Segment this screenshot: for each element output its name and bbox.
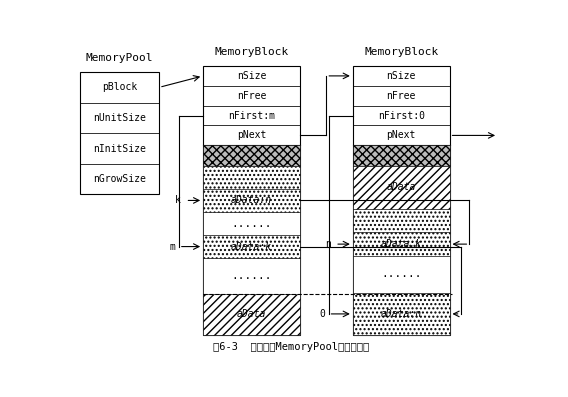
- FancyBboxPatch shape: [353, 166, 450, 208]
- FancyBboxPatch shape: [353, 66, 450, 335]
- Text: n: n: [325, 239, 331, 249]
- Text: nSize: nSize: [386, 71, 416, 81]
- FancyBboxPatch shape: [353, 232, 450, 256]
- FancyBboxPatch shape: [203, 189, 300, 212]
- FancyBboxPatch shape: [80, 72, 159, 195]
- Text: aData:n: aData:n: [381, 309, 421, 319]
- Text: aData: aData: [237, 310, 266, 320]
- FancyBboxPatch shape: [203, 212, 300, 235]
- Text: 图6-3  某个时刻MemoryPool的内部状态: 图6-3 某个时刻MemoryPool的内部状态: [213, 342, 369, 352]
- Text: MemoryBlock: MemoryBlock: [364, 47, 438, 57]
- Text: aData:k: aData:k: [231, 241, 272, 252]
- Text: pBlock: pBlock: [102, 83, 137, 93]
- Text: nGrowSize: nGrowSize: [93, 174, 146, 184]
- Text: ......: ......: [381, 270, 421, 279]
- Text: aData:n: aData:n: [231, 195, 272, 205]
- Text: 0: 0: [319, 309, 325, 319]
- FancyBboxPatch shape: [353, 293, 450, 335]
- Text: MemoryPool: MemoryPool: [86, 53, 153, 63]
- FancyBboxPatch shape: [353, 208, 450, 232]
- Text: nInitSize: nInitSize: [93, 144, 146, 154]
- Text: nFree: nFree: [386, 91, 416, 101]
- FancyBboxPatch shape: [203, 235, 300, 258]
- Text: ......: ......: [231, 218, 272, 229]
- FancyBboxPatch shape: [353, 145, 450, 166]
- Text: pNext: pNext: [386, 131, 416, 141]
- FancyBboxPatch shape: [203, 166, 300, 189]
- Text: MemoryBlock: MemoryBlock: [214, 47, 289, 57]
- Text: ......: ......: [231, 271, 272, 281]
- Text: nFree: nFree: [237, 91, 266, 101]
- FancyBboxPatch shape: [203, 258, 300, 294]
- FancyBboxPatch shape: [203, 294, 300, 335]
- Text: nFirst:0: nFirst:0: [378, 111, 425, 121]
- Text: nFirst:m: nFirst:m: [228, 111, 275, 121]
- Text: m: m: [169, 241, 176, 252]
- Text: aData:k: aData:k: [381, 239, 421, 249]
- Text: aData: aData: [386, 183, 416, 193]
- Text: k: k: [175, 195, 181, 205]
- FancyBboxPatch shape: [203, 145, 300, 166]
- Text: pNext: pNext: [237, 131, 266, 141]
- Text: nUnitSize: nUnitSize: [93, 113, 146, 123]
- FancyBboxPatch shape: [353, 256, 450, 293]
- FancyBboxPatch shape: [203, 66, 300, 335]
- Text: nSize: nSize: [237, 71, 266, 81]
